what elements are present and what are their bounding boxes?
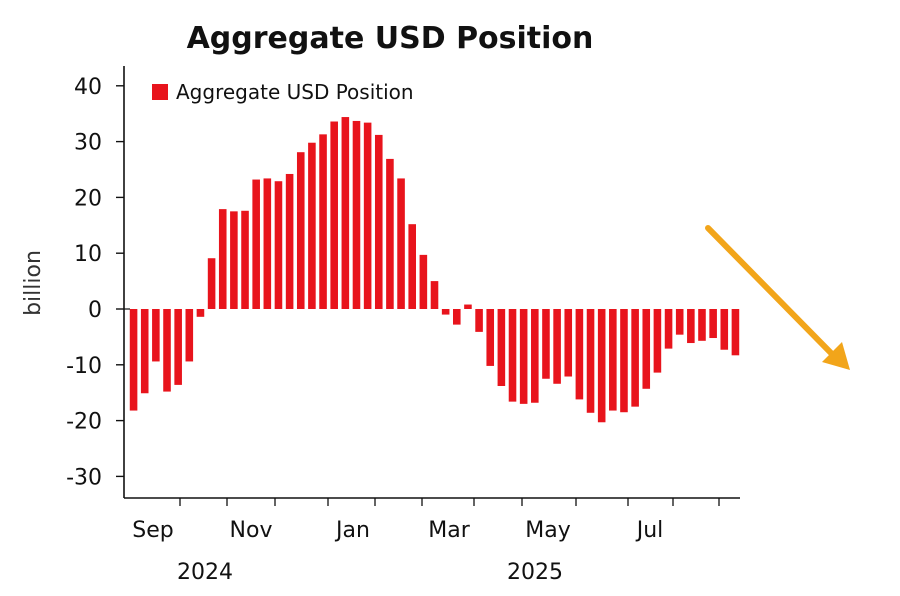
x-tick-label: Mar xyxy=(428,518,470,543)
bar xyxy=(397,178,405,309)
bars xyxy=(129,117,740,423)
bar xyxy=(653,309,662,373)
x-year-label: 2024 xyxy=(177,560,233,585)
y-tick-label: -10 xyxy=(66,354,102,379)
bar xyxy=(553,309,561,384)
bar xyxy=(542,309,550,379)
bar xyxy=(464,304,472,309)
bar xyxy=(642,309,651,389)
arrow-shaft xyxy=(705,225,835,357)
bar xyxy=(586,309,595,413)
bar xyxy=(363,122,372,309)
x-axis: Sep Nov Jan Mar May Jul 2024 2025 xyxy=(132,498,720,585)
bar xyxy=(263,178,272,309)
bar xyxy=(296,152,305,309)
y-tick-label: -30 xyxy=(66,465,102,490)
bar xyxy=(497,309,506,386)
bar xyxy=(475,309,483,332)
x-tick-label: Jul xyxy=(635,518,664,543)
y-tick-label: -20 xyxy=(66,410,102,435)
chart-title: Aggregate USD Position xyxy=(187,21,594,56)
bar xyxy=(609,309,617,411)
bar xyxy=(129,309,138,411)
bar xyxy=(352,120,361,309)
bar xyxy=(620,309,628,413)
y-axis: 40 30 20 10 0 -10 -20 -30 xyxy=(66,75,124,490)
bar xyxy=(285,173,294,309)
bar xyxy=(531,309,539,403)
x-tick-label: May xyxy=(525,518,570,543)
x-tick-label: Sep xyxy=(132,518,173,543)
y-tick-label: 10 xyxy=(74,242,102,267)
bar xyxy=(196,309,205,317)
bar xyxy=(308,142,316,309)
bar xyxy=(508,309,517,402)
bar xyxy=(441,309,450,315)
arrow-head xyxy=(822,342,850,370)
bar xyxy=(731,309,740,356)
bar xyxy=(675,309,684,335)
bar xyxy=(374,134,383,309)
bar xyxy=(207,258,216,309)
bar xyxy=(419,254,428,309)
legend-label: Aggregate USD Position xyxy=(176,80,414,104)
bar xyxy=(163,309,171,392)
bar xyxy=(218,209,227,309)
bar xyxy=(140,309,149,394)
bar xyxy=(597,309,606,423)
bar xyxy=(185,309,194,362)
bar xyxy=(386,158,394,309)
bar xyxy=(698,309,706,341)
y-tick-label: 40 xyxy=(74,75,102,100)
bar xyxy=(319,134,327,309)
x-tick-label: Jan xyxy=(334,518,370,543)
bar xyxy=(664,309,673,349)
bar xyxy=(564,309,573,377)
bar xyxy=(519,309,528,404)
legend-swatch xyxy=(152,84,168,100)
x-year-label: 2025 xyxy=(507,560,563,585)
legend: Aggregate USD Position xyxy=(152,80,414,104)
bar xyxy=(274,181,283,309)
bar xyxy=(174,309,182,385)
bar xyxy=(230,211,238,309)
x-tick-label: Nov xyxy=(230,518,273,543)
bar xyxy=(341,117,350,309)
bar xyxy=(575,309,584,400)
bar xyxy=(430,281,439,309)
y-tick-label: 30 xyxy=(74,131,102,156)
y-tick-label: 0 xyxy=(88,298,102,323)
bar xyxy=(152,309,160,362)
bar xyxy=(720,309,729,350)
y-axis-label: billion xyxy=(21,250,46,316)
bar xyxy=(408,224,416,309)
bar xyxy=(453,309,461,325)
bar xyxy=(252,179,260,309)
bar xyxy=(486,309,495,366)
bar xyxy=(330,121,338,309)
bar xyxy=(241,210,249,309)
bar xyxy=(631,309,639,407)
bar xyxy=(709,309,717,339)
bar xyxy=(687,309,695,344)
y-tick-label: 20 xyxy=(74,186,102,211)
trend-arrow xyxy=(705,225,850,370)
